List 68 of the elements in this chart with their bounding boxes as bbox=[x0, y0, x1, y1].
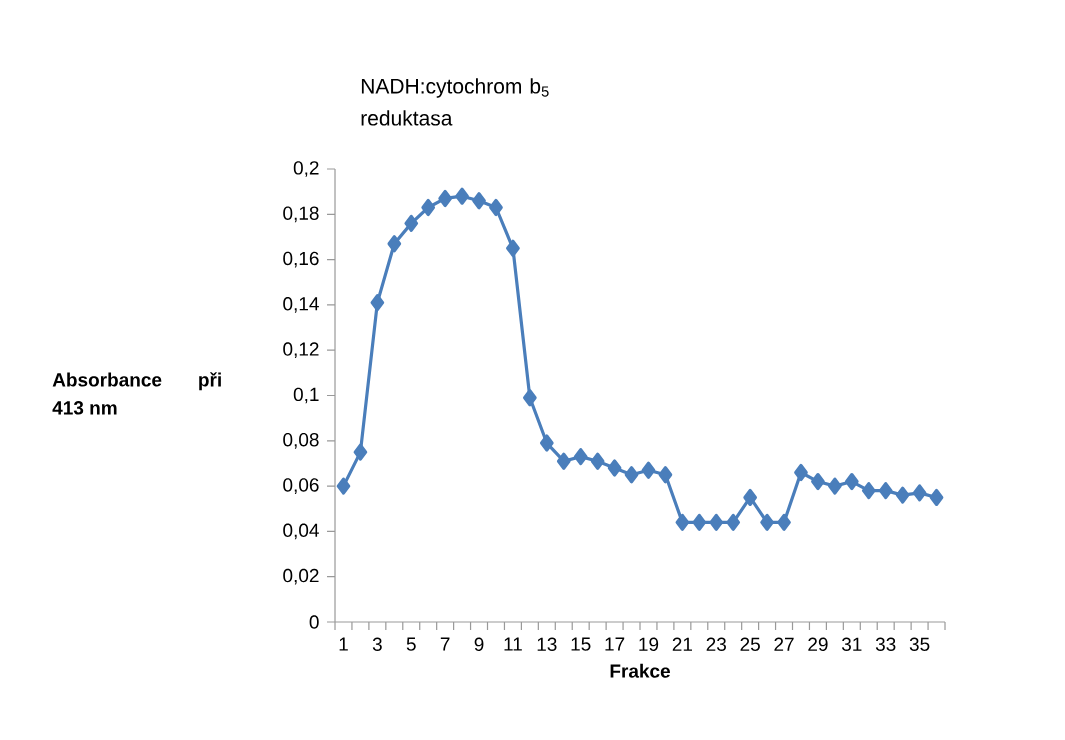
chart-title: NADH:cytochrom b$_{5}$ reduktasa bbox=[361, 78, 549, 126]
point bbox=[878, 482, 893, 500]
y-tick-label: 0,04 bbox=[283, 523, 319, 540]
point bbox=[404, 214, 419, 232]
x-tick-label: 3 bbox=[372, 637, 382, 651]
x-tick-label: 17 bbox=[605, 637, 625, 651]
x-tick-label: 33 bbox=[875, 637, 896, 651]
point bbox=[692, 513, 707, 531]
point bbox=[929, 488, 944, 507]
point bbox=[387, 235, 402, 253]
x-axis-title: Frakce bbox=[610, 663, 670, 678]
point bbox=[539, 434, 554, 452]
y-tick-label: 0,06 bbox=[283, 478, 319, 494]
y-tick-label: 0,08 bbox=[283, 432, 319, 449]
point bbox=[861, 482, 876, 500]
point bbox=[895, 486, 910, 504]
x-tick-label: 31 bbox=[841, 637, 862, 651]
y-axis-title: Absorbance při 413 nm bbox=[52, 372, 221, 415]
point bbox=[523, 389, 537, 407]
point bbox=[573, 448, 588, 466]
point bbox=[336, 477, 351, 495]
point bbox=[641, 461, 656, 479]
point bbox=[421, 198, 436, 217]
point bbox=[844, 472, 859, 491]
y-tick-label: 0,12 bbox=[283, 342, 319, 359]
point bbox=[438, 189, 452, 208]
x-tick-label: 35 bbox=[909, 637, 930, 651]
point bbox=[590, 452, 605, 470]
point bbox=[489, 198, 503, 217]
x-tick-label: 25 bbox=[740, 637, 760, 651]
y-tick-label: 0,02 bbox=[283, 568, 319, 585]
point bbox=[912, 484, 927, 502]
point bbox=[777, 513, 791, 531]
point bbox=[370, 294, 385, 312]
x-tick-label: 5 bbox=[406, 637, 416, 651]
point bbox=[726, 513, 741, 531]
point bbox=[506, 239, 520, 257]
y-tick-label: 0 bbox=[309, 615, 319, 629]
y-tick-label: 0,1 bbox=[293, 387, 319, 404]
x-tick-label: 15 bbox=[571, 637, 591, 651]
point bbox=[472, 192, 486, 210]
point bbox=[607, 459, 622, 477]
y-tick-label: 0,18 bbox=[283, 206, 319, 223]
point bbox=[624, 466, 639, 484]
y-tick-label: 0,2 bbox=[293, 161, 319, 177]
point bbox=[709, 513, 724, 531]
x-tick-label: 9 bbox=[474, 637, 484, 651]
x-tick-label: 19 bbox=[639, 637, 659, 651]
point bbox=[556, 452, 571, 470]
point bbox=[353, 443, 368, 461]
x-tick-label: 11 bbox=[504, 637, 522, 651]
point bbox=[794, 463, 808, 482]
point bbox=[455, 187, 469, 205]
x-tick-label: 13 bbox=[537, 637, 557, 651]
point bbox=[760, 513, 774, 531]
x-tick-label: 1 bbox=[339, 637, 348, 651]
point bbox=[658, 466, 673, 484]
point bbox=[811, 472, 825, 491]
x-tick-label: 7 bbox=[440, 637, 450, 651]
x-tick-label: 23 bbox=[706, 637, 726, 651]
x-tick-label: 27 bbox=[774, 637, 794, 651]
point bbox=[828, 477, 842, 495]
x-tick-label: 29 bbox=[808, 637, 828, 651]
x-tick-label: 21 bbox=[672, 637, 692, 651]
point bbox=[743, 488, 757, 507]
y-tick-label: 0,14 bbox=[283, 297, 319, 313]
point bbox=[675, 513, 690, 531]
y-tick-label: 0,16 bbox=[283, 251, 319, 268]
